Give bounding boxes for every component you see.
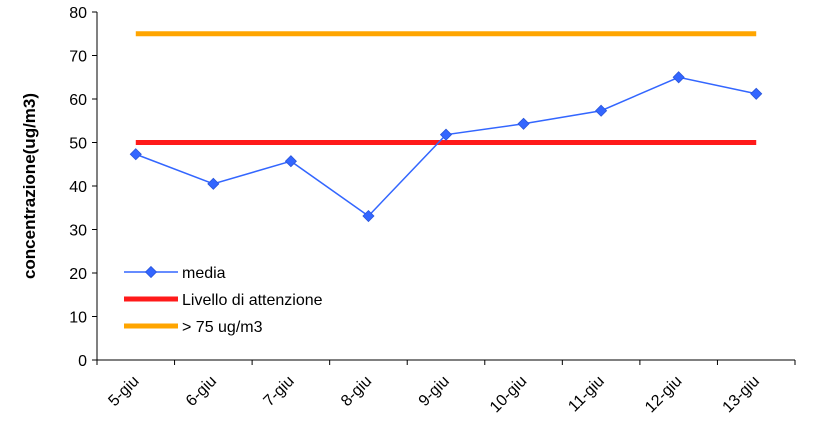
x-tick-label: 9-giu — [416, 373, 453, 410]
x-tick-label: 10-giu — [487, 373, 530, 416]
legend-label: > 75 ug/m3 — [182, 319, 263, 336]
series-line — [135, 76, 757, 218]
y-tick-label: 80 — [69, 5, 87, 22]
y-axis-label: concentrazione(ug/m3) — [20, 93, 39, 279]
chart-series — [129, 31, 763, 223]
x-tick-label: 6-giu — [183, 373, 220, 410]
x-tick-label: 12-giu — [642, 373, 685, 416]
x-tick-label: 11-giu — [565, 373, 608, 416]
y-axis-ticks: 0 10 20 30 40 50 60 70 80 — [69, 5, 97, 370]
legend-label: Livello di attenzione — [182, 292, 323, 309]
y-tick-label: 40 — [69, 179, 87, 196]
x-tick-label: 8-giu — [338, 373, 375, 410]
legend-label: media — [182, 265, 226, 282]
data-point-marker — [672, 71, 685, 84]
data-point-marker — [284, 155, 297, 168]
x-tick-label: 13-giu — [720, 373, 763, 416]
y-tick-label: 10 — [69, 310, 87, 327]
data-point-marker — [595, 104, 608, 117]
y-tick-label: 50 — [69, 136, 87, 153]
data-point-marker — [129, 148, 142, 161]
x-axis-ticks: 5-giu 6-giu 7-giu 8-giu 9-giu 10-giu 11-giu 12-… — [96, 360, 796, 416]
y-tick-label: 0 — [78, 353, 87, 370]
x-tick-label: 7-giu — [261, 373, 298, 410]
y-tick-label: 30 — [69, 223, 87, 240]
data-point-marker — [207, 177, 220, 190]
x-tick-label: 5-giu — [105, 373, 142, 410]
data-point-marker — [362, 209, 375, 223]
chart-legend: media Livello di attenzione > 75 ug/m3 — [124, 265, 323, 336]
y-tick-label: 60 — [69, 92, 87, 109]
y-tick-label: 20 — [69, 266, 87, 283]
legend-marker — [144, 265, 158, 279]
data-point-marker — [517, 117, 530, 130]
data-point-marker — [750, 87, 763, 100]
data-point-marker — [439, 128, 453, 141]
y-tick-label: 70 — [69, 49, 87, 66]
